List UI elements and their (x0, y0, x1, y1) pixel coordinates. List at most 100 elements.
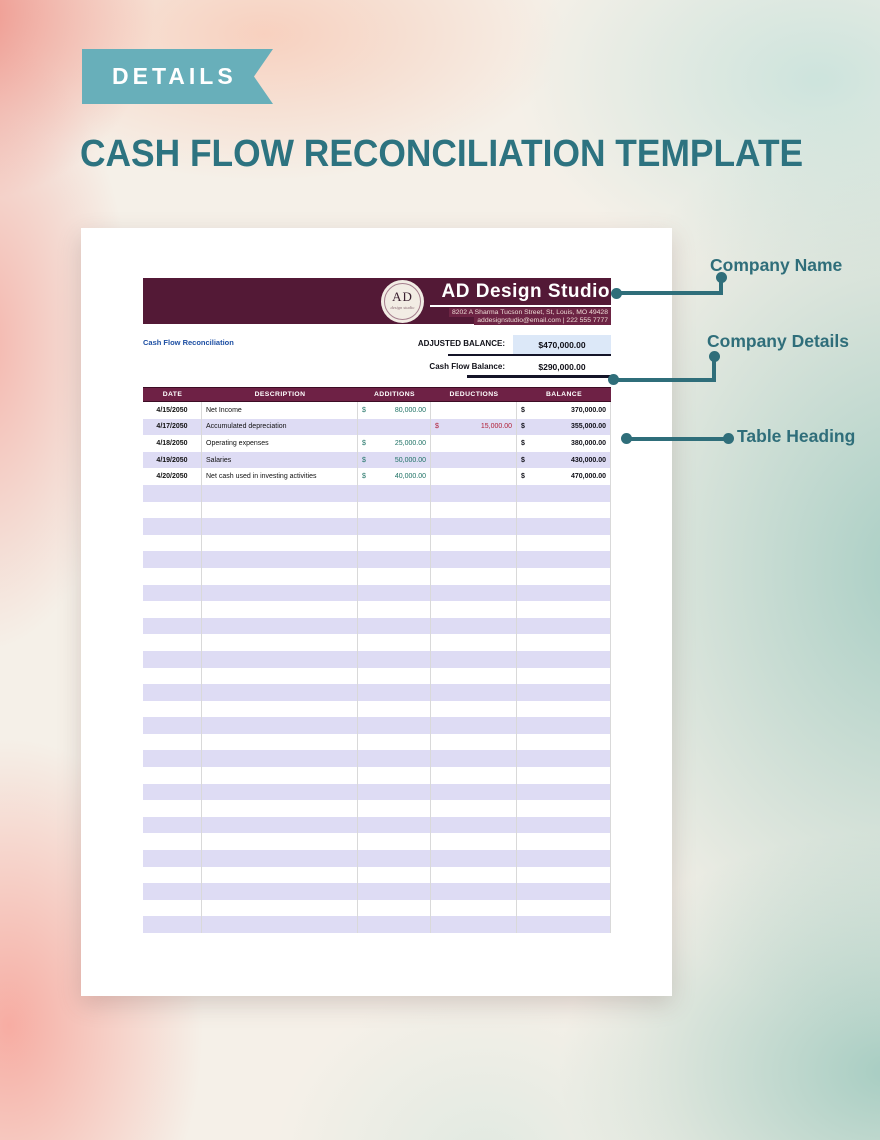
callout-company-details-dot (709, 351, 720, 362)
table-cell (202, 850, 358, 867)
table-cell (358, 617, 431, 635)
column-header-deductions: DEDUCTIONS (449, 391, 499, 398)
table-cell: Operating expenses (202, 435, 358, 452)
table-row-empty (143, 850, 611, 867)
table-cell (143, 800, 202, 817)
table-cell (143, 551, 202, 568)
table-cell (202, 667, 358, 685)
callout-company-name-line-horizontal (616, 291, 723, 295)
table-row-empty (143, 833, 611, 851)
table-cell (431, 899, 517, 917)
table-cell (202, 501, 358, 519)
table-cell (202, 518, 358, 535)
table-row: 4/18/2050 Operating expenses $25,000.00 $38… (143, 435, 611, 452)
table-cell (202, 816, 358, 834)
table-row-empty (143, 733, 611, 751)
letterhead-band: AD design studio AD Design Studio 8202 A… (143, 278, 611, 325)
table-cell (202, 883, 358, 900)
table-row-empty (143, 800, 611, 817)
table-cell (517, 783, 611, 801)
table-row-empty (143, 634, 611, 651)
table-cell: $470,000.00 (517, 468, 611, 485)
table-cell (431, 767, 517, 784)
table-cell (143, 816, 202, 834)
table-cell (143, 850, 202, 867)
table-cell (517, 684, 611, 701)
page-title: CASH FLOW RECONCILIATION TEMPLATE (80, 133, 804, 175)
table-cell (431, 518, 517, 535)
table-cell (517, 634, 611, 651)
table-cell (517, 650, 611, 668)
column-header-description: DESCRIPTION (254, 391, 306, 398)
table-cell (202, 899, 358, 917)
table-cell (517, 484, 611, 502)
callout-company-details-line-vertical (712, 356, 716, 380)
table-cell (143, 684, 202, 701)
table-cell (202, 833, 358, 851)
table-cell: 4/15/2050 (143, 402, 202, 419)
table-cell (143, 584, 202, 602)
table-cell (358, 484, 431, 502)
table-cell (358, 767, 431, 784)
table-cell (431, 435, 517, 452)
table-cell (517, 816, 611, 834)
table-cell (143, 783, 202, 801)
table-cell (517, 551, 611, 568)
table-row-empty (143, 916, 611, 933)
table-row: 4/15/2050 Net Income $80,000.00 $370,000.00 (143, 402, 611, 419)
table-cell: Net Income (202, 402, 358, 419)
table-cell (202, 700, 358, 718)
table-cell: $80,000.00 (358, 402, 431, 419)
table-cell (358, 717, 431, 734)
table-cell (431, 667, 517, 685)
table-cell (517, 800, 611, 817)
table-cell (143, 899, 202, 917)
table-cell (358, 501, 431, 519)
table-cell (517, 883, 611, 900)
table-cell: 4/18/2050 (143, 435, 202, 452)
table-cell (517, 767, 611, 784)
adjusted-balance-label: ADJUSTED BALANCE: (417, 339, 505, 348)
table-cell (143, 767, 202, 784)
table-cell (143, 518, 202, 535)
table-cell (431, 783, 517, 801)
table-cell (202, 717, 358, 734)
table-cell (517, 700, 611, 718)
company-logo: AD design studio (381, 280, 424, 323)
company-contact: addesignstudio@email.com | 222 555 7777 (474, 316, 611, 325)
table-cell (358, 518, 431, 535)
table-cell (431, 501, 517, 519)
table-row-empty (143, 816, 611, 834)
details-ribbon: DETAILS (82, 49, 273, 104)
table-cell (202, 601, 358, 618)
adjusted-balance-rule (448, 354, 611, 356)
table-cell (202, 534, 358, 552)
table-cell (517, 833, 611, 851)
table-cell (202, 684, 358, 701)
table-cell (143, 650, 202, 668)
table-cell (431, 800, 517, 817)
table-cell (202, 783, 358, 801)
table-row: 4/20/2050 Net cash used in investing acti… (143, 468, 611, 485)
table-cell (358, 650, 431, 668)
table-cell (143, 501, 202, 519)
table-row-empty (143, 617, 611, 635)
table-cell: $50,000.00 (358, 451, 431, 469)
document-subtitle: Cash Flow Reconciliation (143, 338, 234, 347)
table-cell (202, 916, 358, 933)
table-cell (202, 767, 358, 784)
table-cell (517, 667, 611, 685)
table-cell (143, 484, 202, 502)
table-row-empty (143, 783, 611, 801)
table-row-empty (143, 767, 611, 784)
table-cell (358, 816, 431, 834)
table-cell (431, 534, 517, 552)
table-cell (202, 750, 358, 768)
table-cell (517, 534, 611, 552)
table-cell: $40,000.00 (358, 468, 431, 485)
table-cell (431, 601, 517, 618)
column-header-additions: ADDITIONS (374, 391, 415, 398)
table-cell (358, 601, 431, 618)
table-row-empty (143, 484, 611, 502)
table-cell (143, 601, 202, 618)
